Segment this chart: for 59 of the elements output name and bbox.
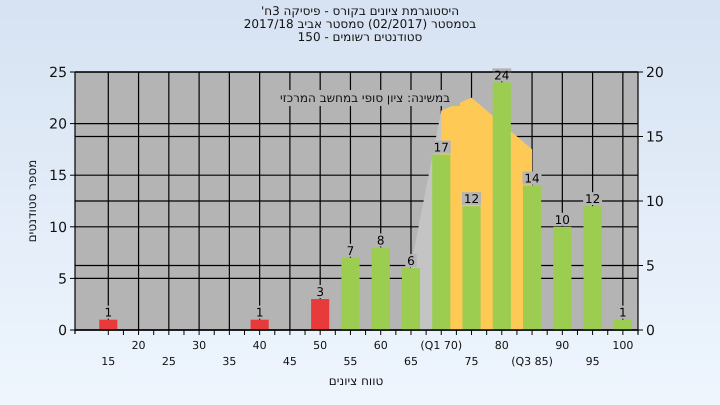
- x-tick-label: (Q1 70): [420, 339, 462, 352]
- y2-tick-label: 15: [646, 130, 664, 146]
- y2-tick-label: 10: [646, 194, 664, 210]
- data-label: 7: [346, 244, 354, 258]
- y2-tick-label: 5: [646, 258, 655, 274]
- x-tick-label: 20: [132, 339, 146, 352]
- x-tick-label: 80: [494, 339, 509, 352]
- bar: [553, 226, 572, 330]
- x-tick-label: 60: [374, 339, 388, 352]
- y2-tick-label: 0: [646, 323, 655, 339]
- y-tick-label: 10: [49, 220, 67, 236]
- chart-title: היסטוגרמת ציונים בקורס - פיסיקה 3ח': [260, 4, 460, 18]
- bar: [614, 320, 632, 330]
- x-tick-label: 35: [222, 355, 236, 368]
- data-label: 6: [407, 254, 415, 268]
- y-tick-label: 15: [49, 168, 67, 184]
- bar: [341, 258, 360, 330]
- data-label: 1: [104, 306, 112, 320]
- y-tick-label: 20: [49, 116, 67, 133]
- data-label: 1: [619, 306, 627, 320]
- bar: [250, 320, 269, 330]
- x-tick-label: 45: [282, 355, 297, 368]
- data-label: 3: [316, 285, 324, 300]
- data-label: 10: [554, 212, 570, 227]
- data-label: 17: [434, 140, 449, 155]
- x-tick-label: 50: [313, 339, 328, 352]
- x-tick-label: 100: [612, 339, 634, 352]
- y-tick-label: 5: [58, 271, 67, 288]
- bar: [522, 186, 542, 330]
- bar: [402, 268, 420, 330]
- data-label: 12: [464, 192, 480, 206]
- x-axis-title: טווח ציונים: [328, 374, 384, 388]
- x-tick-label: 90: [555, 339, 570, 352]
- bar: [584, 206, 602, 330]
- bar: [462, 206, 481, 330]
- bar: [372, 247, 390, 330]
- x-tick-label: (Q3 85): [511, 355, 553, 368]
- y2-tick-label: 20: [646, 65, 664, 81]
- x-tick-label: 15: [101, 355, 116, 368]
- data-label: 12: [584, 192, 600, 206]
- data-label: 14: [524, 172, 540, 186]
- data-label: 8: [376, 233, 385, 248]
- data-label: 1: [256, 306, 264, 320]
- bar: [432, 154, 450, 330]
- annotation: במשינה: ציון סופי במחשב המרכזי: [280, 91, 450, 105]
- x-tick-label: 55: [343, 355, 358, 368]
- x-tick-label: 30: [192, 339, 206, 352]
- chart-subtitle: בסמסטר (02/2017) סמסטר אביב 2017/18 סטודנטים רשומים - 150: [244, 17, 476, 44]
- x-tick-label: 65: [404, 355, 418, 368]
- bar: [99, 320, 118, 330]
- x-tick-label: 25: [162, 355, 176, 368]
- bar: [311, 299, 330, 330]
- bar: [492, 82, 511, 330]
- y-tick-label: 25: [49, 65, 67, 81]
- x-tick-label: 40: [252, 339, 267, 352]
- y-axis-title: מספר סטודנטים: [25, 160, 39, 242]
- x-tick-label: 95: [586, 355, 600, 368]
- x-tick-label: 75: [464, 355, 479, 368]
- y-tick-label: 0: [58, 323, 67, 339]
